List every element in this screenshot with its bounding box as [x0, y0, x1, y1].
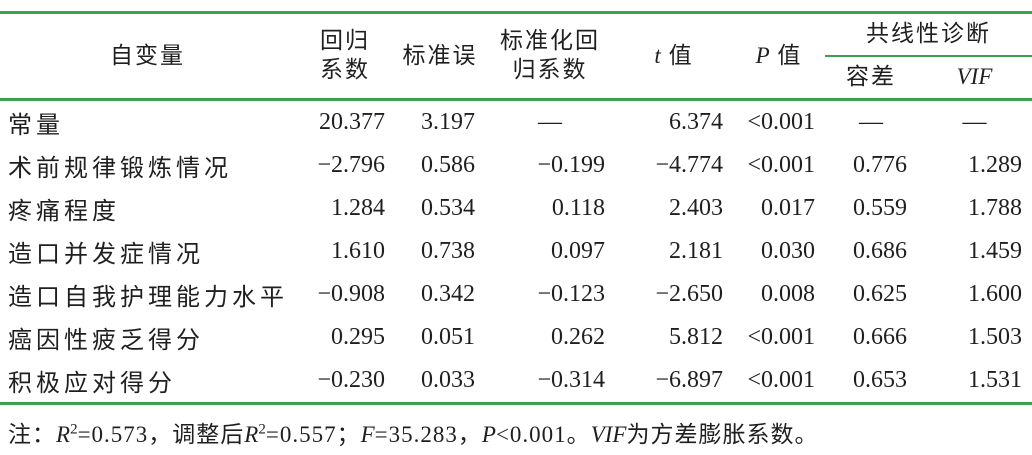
- cell-tolerance: 0.686: [853, 238, 907, 264]
- note-segment: R: [56, 422, 71, 447]
- cell-t: 5.812: [669, 324, 723, 350]
- note-segment: 2: [70, 421, 78, 438]
- cell-label: 常量: [8, 113, 64, 139]
- note-segment: P: [481, 422, 496, 447]
- t-symbol: t: [654, 42, 661, 68]
- table-row: 疼痛程度 1.284 0.534 0.118 2.403 0.017 0.559 1.788: [0, 187, 1032, 230]
- cell-coef: 1.284: [331, 195, 385, 221]
- table-row: 造口并发症情况 1.610 0.738 0.097 2.181 0.030 0.686 1.4…: [0, 230, 1032, 273]
- cell-label: 术前规律锻炼情况: [8, 156, 232, 182]
- header-regression-coefficient: 回归 系数: [295, 13, 395, 100]
- cell-coef: 0.295: [331, 324, 385, 350]
- note-segment: VIF: [590, 422, 627, 447]
- cell-se: 0.342: [421, 281, 475, 307]
- cell-se: 0.051: [421, 324, 475, 350]
- cell-label: 癌因性疲乏得分: [8, 328, 204, 354]
- note-segment: =35.283，: [374, 422, 482, 447]
- header-standardized-coefficient: 标准化回 归系数: [485, 13, 615, 100]
- table-row: 造口自我护理能力水平 −0.908 0.342 −0.123 −2.650 0.008 0.…: [0, 273, 1032, 316]
- cell-std: −0.199: [537, 152, 605, 178]
- cell-se: 0.586: [421, 152, 475, 178]
- cell-se: 3.197: [421, 109, 475, 135]
- cell-p: 0.017: [761, 195, 815, 221]
- header-regression-coefficient-line1: 回归: [320, 28, 370, 54]
- cell-se: 0.738: [421, 238, 475, 264]
- p-symbol: P: [755, 42, 770, 68]
- cell-vif: 1.503: [968, 324, 1022, 350]
- cell-p: <0.001: [747, 152, 815, 178]
- header-t-value: t 值: [615, 13, 733, 100]
- cell-std: 0.262: [551, 324, 605, 350]
- header-tolerance: 容差: [846, 64, 896, 90]
- p-value-label: 值: [777, 42, 803, 68]
- note-segment: =0.557；: [265, 422, 361, 447]
- note-segment: =0.573，调整后: [77, 422, 245, 447]
- note-segment: 注：: [8, 422, 56, 447]
- cell-coef: −2.796: [317, 152, 385, 178]
- header-regression-coefficient-line2: 系数: [320, 57, 370, 82]
- cell-tolerance: 0.666: [853, 324, 907, 350]
- note-segment: R: [244, 422, 259, 447]
- cell-label: 造口并发症情况: [8, 242, 204, 268]
- header-variable: 自变量: [110, 42, 185, 68]
- cell-coef: −0.230: [317, 367, 385, 393]
- cell-t: −4.774: [655, 152, 723, 178]
- cell-t: 6.374: [669, 109, 723, 135]
- table-row: 常量 20.377 3.197 — 6.374 <0.001 — —: [0, 100, 1032, 145]
- cell-tolerance: 0.625: [853, 281, 907, 307]
- cell-label: 造口自我护理能力水平: [8, 285, 288, 311]
- note-segment: 2: [258, 421, 266, 438]
- cell-std: 0.097: [551, 238, 605, 264]
- table-row: 积极应对得分 −0.230 0.033 −0.314 −6.897 <0.001 0.653…: [0, 359, 1032, 404]
- cell-tolerance: 0.653: [853, 367, 907, 393]
- cell-label: 疼痛程度: [8, 199, 120, 225]
- cell-vif: 1.600: [968, 281, 1022, 307]
- header-p-value: P 值: [733, 13, 825, 100]
- table-note: 注：R2=0.573，调整后R2=0.557；F=35.283，P<0.001。…: [0, 415, 1032, 449]
- cell-label: 积极应对得分: [8, 371, 176, 397]
- cell-p: <0.001: [747, 324, 815, 350]
- cell-p: <0.001: [747, 367, 815, 393]
- header-standardized-coefficient-line2: 归系数: [512, 57, 588, 82]
- regression-table: 自变量 回归 系数 标准误 标准化回 归系数 t 值 P 值 共线性诊断 容差 …: [0, 11, 1032, 405]
- cell-p: 0.030: [761, 238, 815, 264]
- note-segment: <0.001。: [495, 422, 591, 447]
- cell-vif: 1.289: [968, 152, 1022, 178]
- cell-vif: 1.459: [968, 238, 1022, 264]
- cell-tolerance: 0.776: [853, 152, 907, 178]
- table-header: 自变量 回归 系数 标准误 标准化回 归系数 t 值 P 值 共线性诊断 容差 …: [0, 12, 1032, 100]
- header-standard-error: 标准误: [402, 42, 478, 68]
- cell-t: −6.897: [655, 367, 723, 393]
- cell-se: 0.534: [421, 195, 475, 221]
- header-vif: VIF: [956, 64, 993, 90]
- header-standardized-coefficient-line1: 标准化回: [500, 28, 600, 54]
- table-body: 常量 20.377 3.197 — 6.374 <0.001 — — 术前规律锻炼情况 −2.79…: [0, 100, 1032, 404]
- cell-std: 0.118: [551, 195, 605, 221]
- cell-p: <0.001: [747, 109, 815, 135]
- note-segment: F: [360, 422, 375, 447]
- cell-se: 0.033: [421, 367, 475, 393]
- cell-t: −2.650: [655, 281, 723, 307]
- header-collinearity-diagnosis: 共线性诊断: [825, 12, 1032, 57]
- table-row: 术前规律锻炼情况 −2.796 0.586 −0.199 −4.774 <0.001 0.7…: [0, 144, 1032, 187]
- cell-std: —: [538, 109, 562, 135]
- cell-std: −0.314: [537, 367, 605, 393]
- cell-p: 0.008: [761, 281, 815, 307]
- cell-t: 2.403: [669, 195, 723, 221]
- cell-vif: 1.531: [968, 367, 1022, 393]
- cell-tolerance: 0.559: [853, 195, 907, 221]
- cell-coef: 20.377: [319, 109, 385, 135]
- table-row: 癌因性疲乏得分 0.295 0.051 0.262 5.812 <0.001 0.666 1.…: [0, 316, 1032, 359]
- cell-coef: −0.908: [317, 281, 385, 307]
- cell-vif: 1.788: [968, 195, 1022, 221]
- cell-vif: —: [962, 109, 987, 135]
- cell-tolerance: —: [859, 109, 883, 135]
- t-value-label: 值: [668, 42, 694, 68]
- cell-std: −0.123: [537, 281, 605, 307]
- note-segment: 为方差膨胀系数。: [626, 422, 819, 447]
- cell-t: 2.181: [669, 238, 723, 264]
- cell-coef: 1.610: [331, 238, 385, 264]
